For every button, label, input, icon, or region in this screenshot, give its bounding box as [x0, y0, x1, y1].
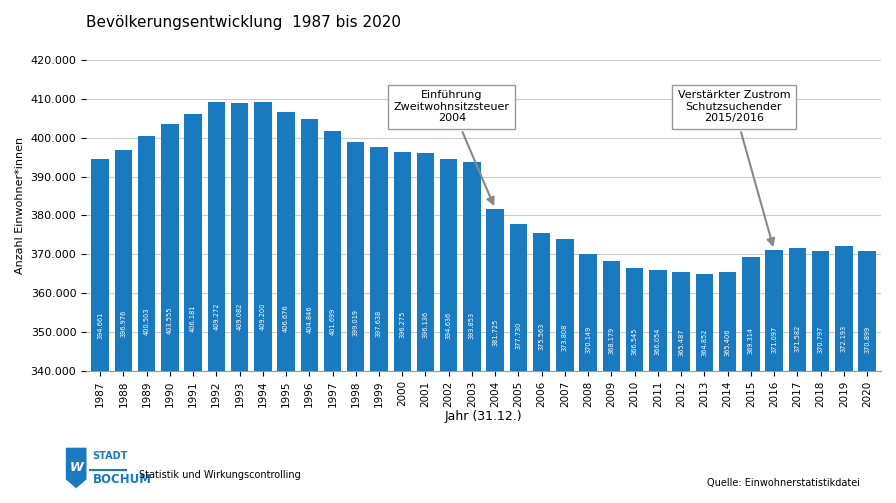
Text: 365.406: 365.406 — [725, 328, 730, 356]
Bar — [161, 124, 178, 371]
Text: Bevölkerungsentwicklung  1987 bis 2020: Bevölkerungsentwicklung 1987 bis 2020 — [86, 15, 401, 30]
Bar — [510, 224, 527, 371]
Text: Einführung
Zweitwohnsitzsteuer
2004: Einführung Zweitwohnsitzsteuer 2004 — [393, 90, 510, 204]
Bar — [138, 136, 155, 371]
Text: 377.730: 377.730 — [515, 321, 521, 349]
Bar — [788, 248, 806, 371]
Text: 403.555: 403.555 — [167, 306, 173, 333]
Bar — [556, 239, 573, 371]
Text: 368.179: 368.179 — [608, 327, 615, 354]
Bar — [370, 147, 388, 371]
Bar — [208, 102, 225, 371]
Text: 409.200: 409.200 — [260, 303, 266, 330]
Bar — [91, 158, 108, 371]
Text: 409.272: 409.272 — [213, 303, 220, 330]
Text: 396.976: 396.976 — [120, 310, 126, 338]
Bar — [300, 119, 318, 371]
Bar — [533, 233, 550, 371]
Bar — [672, 272, 690, 371]
Bar — [650, 270, 667, 371]
Bar — [626, 268, 643, 371]
Bar — [835, 246, 852, 371]
Text: 401.699: 401.699 — [330, 307, 335, 334]
Text: 381.725: 381.725 — [492, 319, 498, 347]
Text: STADT: STADT — [92, 452, 128, 461]
Bar — [393, 152, 411, 371]
Bar — [719, 272, 737, 371]
Text: 365.487: 365.487 — [678, 328, 685, 356]
Text: 370.149: 370.149 — [585, 326, 591, 353]
Text: 366.054: 366.054 — [655, 328, 661, 356]
Bar — [440, 158, 458, 371]
Bar — [254, 102, 271, 371]
Bar — [580, 254, 597, 371]
Bar — [742, 257, 760, 371]
Text: 406.181: 406.181 — [190, 305, 196, 332]
X-axis label: Jahr (31.12.): Jahr (31.12.) — [444, 409, 522, 423]
Bar — [858, 251, 875, 371]
Text: Quelle: Einwohnerstatistikdatei: Quelle: Einwohnerstatistikdatei — [707, 478, 860, 488]
Text: 364.852: 364.852 — [702, 328, 707, 356]
Text: 406.676: 406.676 — [283, 304, 289, 332]
Text: 400.503: 400.503 — [143, 308, 150, 336]
Text: 394.636: 394.636 — [445, 311, 452, 339]
Text: Statistik und Wirkungscontrolling: Statistik und Wirkungscontrolling — [139, 470, 301, 480]
Text: 371.582: 371.582 — [795, 325, 800, 352]
Text: 372.193: 372.193 — [840, 325, 847, 352]
Bar — [487, 209, 504, 371]
Polygon shape — [65, 447, 87, 489]
Text: 404.846: 404.846 — [306, 305, 313, 333]
Bar — [115, 149, 132, 371]
Text: 394.661: 394.661 — [97, 311, 103, 339]
Bar — [323, 131, 341, 371]
Text: 366.545: 366.545 — [632, 327, 638, 355]
Text: 371.097: 371.097 — [771, 325, 777, 353]
Text: Verstärkter Zustrom
Schutzsuchender
2015/2016: Verstärkter Zustrom Schutzsuchender 2015… — [677, 90, 790, 245]
Bar — [695, 274, 713, 371]
Text: W: W — [69, 461, 83, 474]
Bar — [277, 112, 295, 371]
Bar — [463, 161, 480, 371]
Bar — [812, 251, 830, 371]
Text: BOCHUM: BOCHUM — [92, 473, 151, 486]
Bar — [347, 142, 365, 371]
Text: 409.082: 409.082 — [237, 303, 243, 330]
Text: 369.314: 369.314 — [748, 326, 754, 354]
Text: 370.797: 370.797 — [817, 325, 823, 353]
Text: 373.808: 373.808 — [562, 323, 568, 351]
Y-axis label: Anzahl Einwohner*innen: Anzahl Einwohner*innen — [15, 137, 25, 274]
Text: 375.563: 375.563 — [538, 322, 545, 350]
Bar — [765, 250, 783, 371]
Bar — [603, 261, 620, 371]
Text: 393.853: 393.853 — [469, 312, 475, 340]
Bar — [417, 153, 435, 371]
Text: 397.638: 397.638 — [376, 310, 382, 337]
Text: 399.019: 399.019 — [353, 309, 358, 337]
Text: 396.136: 396.136 — [423, 311, 428, 338]
Text: 370.899: 370.899 — [864, 325, 870, 353]
Bar — [185, 114, 202, 371]
Text: 396.275: 396.275 — [400, 310, 405, 338]
Bar — [231, 103, 248, 371]
